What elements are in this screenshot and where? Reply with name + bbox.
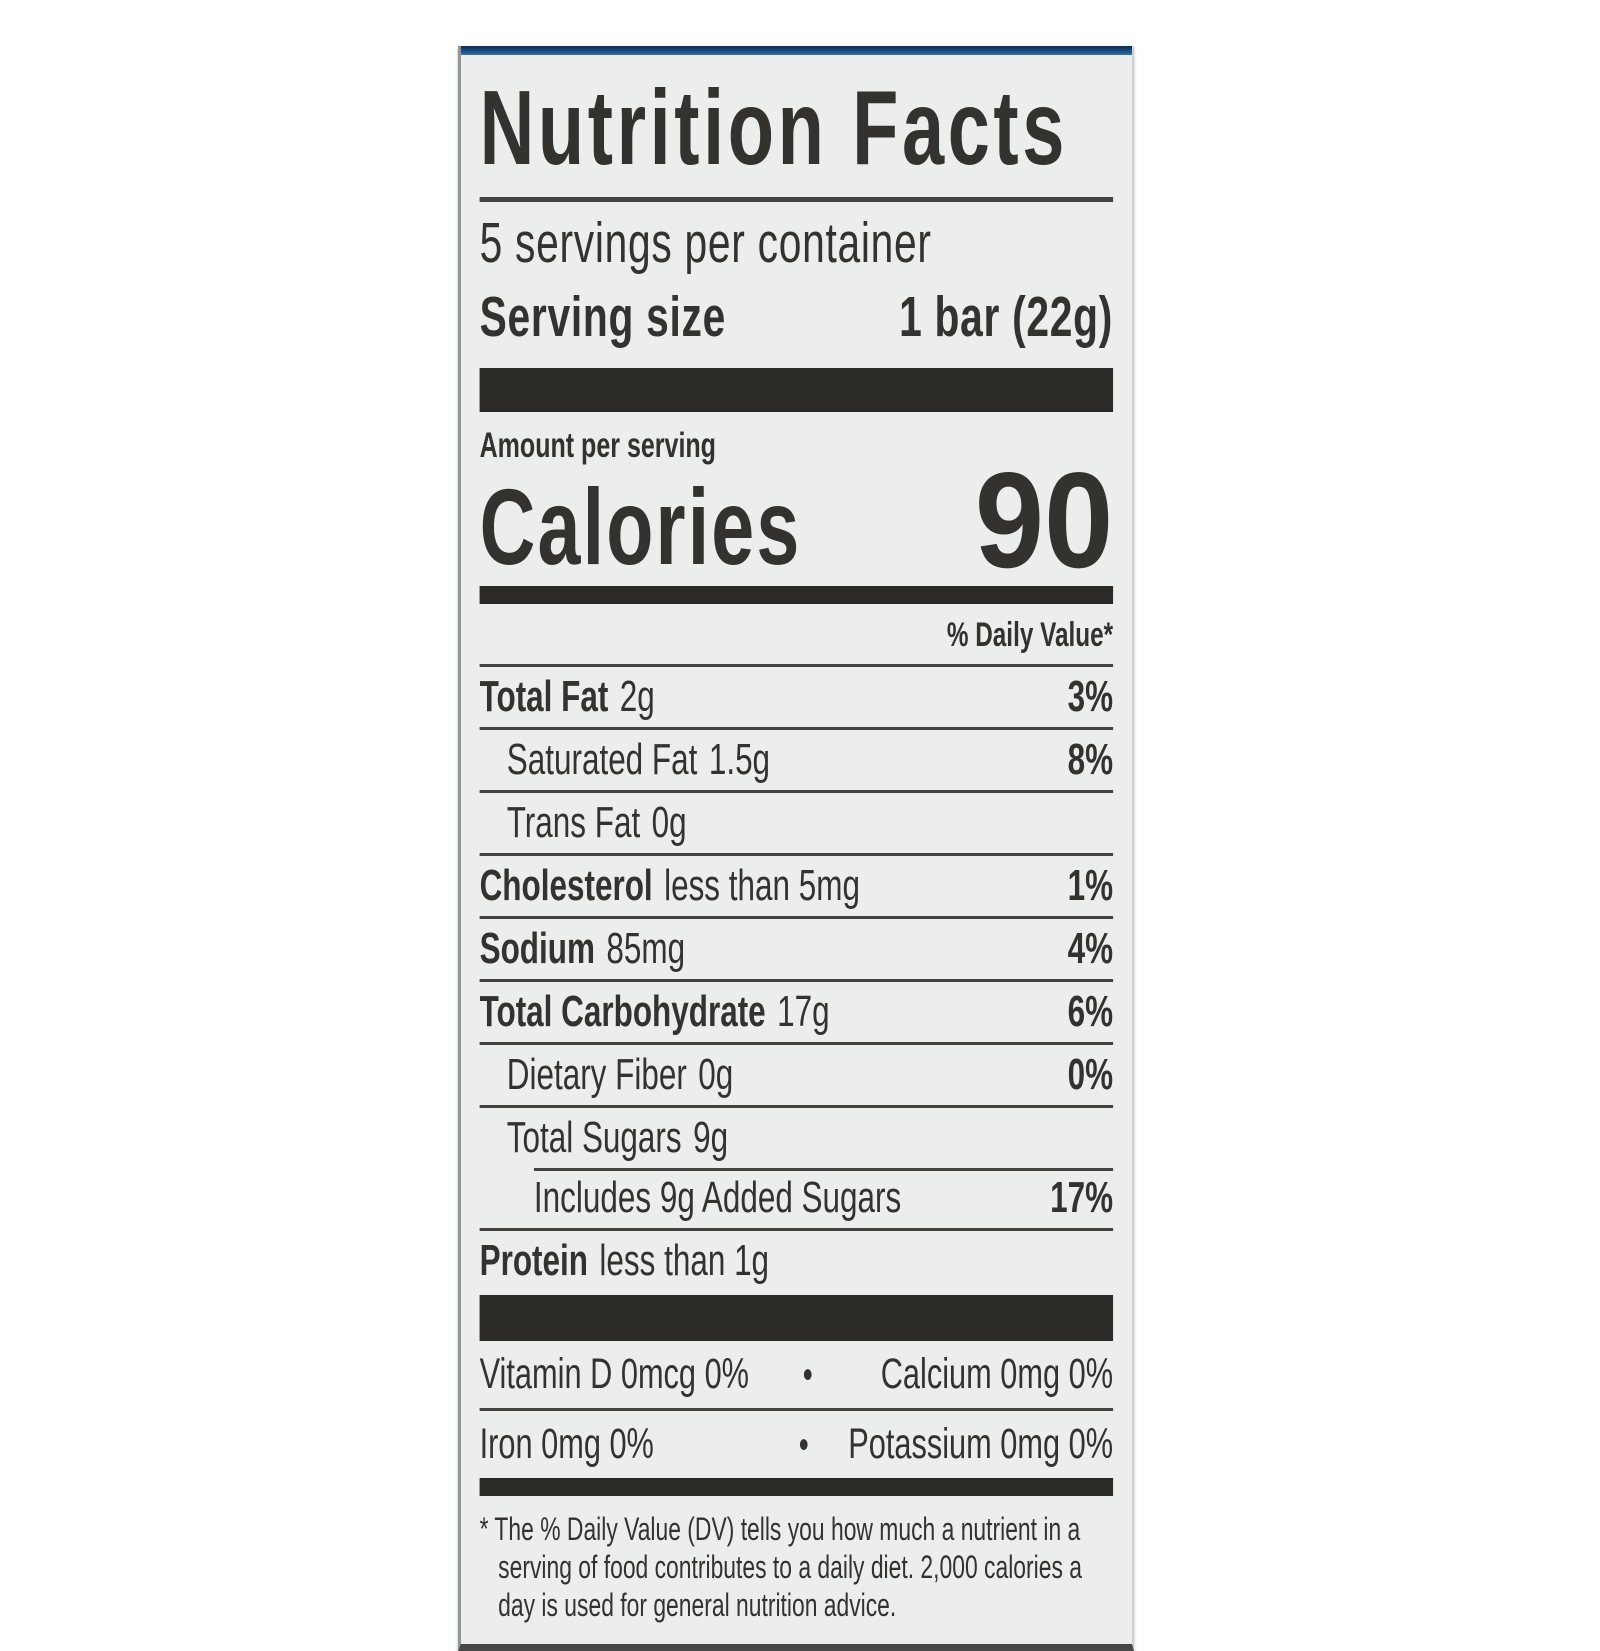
label-content: Nutrition Facts 5 servings per container… xyxy=(461,55,1132,1644)
nutrient-amount: 0g xyxy=(651,798,687,848)
nutrient-row: Saturated Fat 1.5g 8% xyxy=(479,727,1114,790)
nutrient-rows: Total Fat 2g 3% Saturated Fat 1.5g 8% Trans Fa… xyxy=(479,664,1114,1291)
nutrient-daily-value: 1% xyxy=(1067,861,1114,911)
nutrient-name: Protein xyxy=(479,1236,588,1286)
nutrient-amount: 0g xyxy=(698,1050,734,1100)
nutrient-row: Includes 9g Added Sugars 17% xyxy=(480,1168,1114,1228)
nutrient-left: Total Carbohydrate 17g xyxy=(480,990,830,1034)
servings-per-container: 5 servings per container xyxy=(479,211,932,275)
nutrient-left: Protein less than 1g xyxy=(480,1239,769,1283)
bullet-separator: • xyxy=(802,1353,813,1398)
nutrient-amount: less than 5mg xyxy=(664,861,860,911)
nutrient-name: Total Sugars xyxy=(506,1113,682,1163)
package-edge-blue-strip xyxy=(461,46,1132,55)
section-divider-bar xyxy=(479,367,1114,412)
nutrient-name: Trans Fat xyxy=(506,798,641,848)
nutrient-name: Total Fat xyxy=(479,672,609,722)
calories-value: 90 xyxy=(974,443,1114,596)
title-rule xyxy=(479,197,1114,202)
nutrient-left: Trans Fat 0g xyxy=(480,801,687,845)
nutrient-name: Dietary Fiber xyxy=(506,1050,687,1100)
nutrient-left: Total Fat 2g xyxy=(480,675,655,719)
nutrient-daily-value: 4% xyxy=(1067,924,1114,974)
nutrient-name: Includes 9g Added Sugars xyxy=(533,1173,902,1223)
micronutrient-right: Potassium 0mg 0% xyxy=(848,1420,1114,1469)
nutrient-left: Saturated Fat 1.5g xyxy=(480,738,770,782)
nutrient-daily-value: 3% xyxy=(1067,672,1114,722)
nutrient-daily-value: 0% xyxy=(1067,1050,1114,1100)
nutrient-amount: 9g xyxy=(693,1113,729,1163)
nutrient-row: Cholesterol less than 5mg 1% xyxy=(479,853,1114,916)
serving-size-label: Serving size xyxy=(479,284,727,349)
nutrient-row: Total Fat 2g 3% xyxy=(479,664,1114,727)
nutrient-name: Saturated Fat xyxy=(506,735,698,785)
micronutrient-left: Vitamin D 0mcg 0% xyxy=(479,1350,749,1399)
nutrient-amount: 17g xyxy=(777,987,830,1037)
nutrient-row: Dietary Fiber 0g 0% xyxy=(479,1042,1114,1105)
micronutrient-left: Iron 0mg 0% xyxy=(479,1420,654,1469)
nutrient-name: Cholesterol xyxy=(479,861,653,911)
nutrient-daily-value: 6% xyxy=(1067,987,1114,1037)
nutrient-amount: 1.5g xyxy=(708,735,771,785)
nutrient-left: Sodium 85mg xyxy=(480,927,685,971)
section-divider-bar xyxy=(479,586,1114,605)
nutrient-left: Includes 9g Added Sugars xyxy=(480,1173,902,1223)
micronutrient-rows: Vitamin D 0mcg 0% • Calcium 0mg 0% Iron 0mg… xyxy=(479,1341,1114,1478)
nutrition-facts-panel: Nutrition Facts 5 servings per container… xyxy=(458,46,1134,1651)
micronutrient-row: Iron 0mg 0% • Potassium 0mg 0% xyxy=(479,1408,1114,1478)
nutrient-amount: less than 1g xyxy=(599,1236,770,1286)
nutrient-row: Sodium 85mg 4% xyxy=(479,916,1114,979)
nutrient-left: Total Sugars 9g xyxy=(480,1116,728,1160)
calories-row: Calories 90 xyxy=(479,443,1114,596)
nutrient-name: Total Carbohydrate xyxy=(479,987,766,1037)
section-divider-bar xyxy=(479,1478,1114,1497)
daily-value-header: % Daily Value* xyxy=(946,616,1114,655)
nutrient-amount: 85mg xyxy=(606,924,686,974)
micronutrient-right: Calcium 0mg 0% xyxy=(880,1350,1114,1399)
micronutrient-row: Vitamin D 0mcg 0% • Calcium 0mg 0% xyxy=(480,1341,1113,1408)
nutrient-row: Trans Fat 0g xyxy=(479,790,1114,853)
nutrient-daily-value: 17% xyxy=(1050,1173,1114,1223)
nutrient-row: Total Carbohydrate 17g 6% xyxy=(479,979,1114,1042)
serving-size-row: Serving size 1 bar (22g) xyxy=(479,284,1114,349)
nutrient-row: Total Sugars 9g xyxy=(479,1105,1114,1168)
calories-label: Calories xyxy=(479,465,802,587)
amount-per-serving-label: Amount per serving xyxy=(479,425,716,465)
nutrient-name: Sodium xyxy=(479,924,595,974)
nutrient-left: Dietary Fiber 0g xyxy=(480,1053,734,1097)
section-divider-bar xyxy=(479,1295,1114,1342)
nutrition-facts-title: Nutrition Facts xyxy=(479,69,1068,187)
serving-size-value: 1 bar (22g) xyxy=(899,284,1114,349)
nutrient-row: Protein less than 1g xyxy=(479,1228,1114,1291)
nutrient-daily-value: 8% xyxy=(1067,735,1114,785)
nutrient-left: Cholesterol less than 5mg xyxy=(480,864,860,908)
nutrient-amount: 2g xyxy=(619,672,655,722)
bullet-separator: • xyxy=(798,1423,809,1468)
daily-value-footnote: * The % Daily Value (DV) tells you how m… xyxy=(479,1511,1082,1624)
